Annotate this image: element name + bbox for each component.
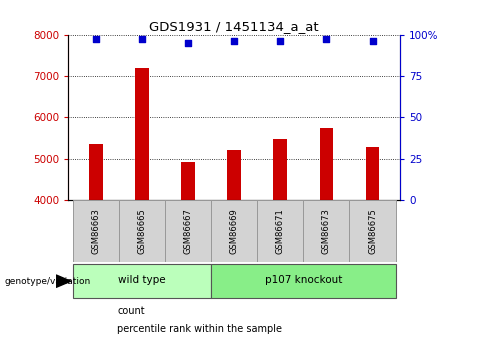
Point <box>92 37 100 42</box>
Point <box>368 38 376 44</box>
Text: count: count <box>117 306 145 315</box>
Text: GSM86665: GSM86665 <box>138 208 146 254</box>
Bar <box>320 128 333 200</box>
Bar <box>181 162 195 200</box>
Text: GSM86667: GSM86667 <box>183 208 193 254</box>
Bar <box>135 68 149 200</box>
Text: wild type: wild type <box>118 275 166 285</box>
Text: genotype/variation: genotype/variation <box>5 277 91 286</box>
Point <box>138 37 146 42</box>
Title: GDS1931 / 1451134_a_at: GDS1931 / 1451134_a_at <box>149 20 319 33</box>
Point <box>184 40 192 46</box>
Bar <box>273 139 287 200</box>
Bar <box>211 200 257 262</box>
Bar <box>257 200 304 262</box>
Polygon shape <box>56 275 71 287</box>
Text: percentile rank within the sample: percentile rank within the sample <box>117 325 282 334</box>
Bar <box>119 200 165 262</box>
Text: GSM86673: GSM86673 <box>322 208 331 254</box>
Bar <box>211 264 396 298</box>
Text: GSM86671: GSM86671 <box>276 208 285 254</box>
Bar <box>165 200 211 262</box>
Text: p107 knockout: p107 knockout <box>264 275 342 285</box>
Point <box>323 37 330 42</box>
Point <box>230 38 238 44</box>
Bar <box>73 200 119 262</box>
Bar <box>366 147 380 200</box>
Bar <box>349 200 396 262</box>
Text: GSM86663: GSM86663 <box>91 208 101 254</box>
Point <box>276 38 284 44</box>
Text: GSM86669: GSM86669 <box>230 208 239 254</box>
Text: GSM86675: GSM86675 <box>368 208 377 254</box>
Bar <box>73 264 211 298</box>
Bar <box>304 200 349 262</box>
Bar <box>227 150 241 200</box>
Bar <box>89 144 103 200</box>
